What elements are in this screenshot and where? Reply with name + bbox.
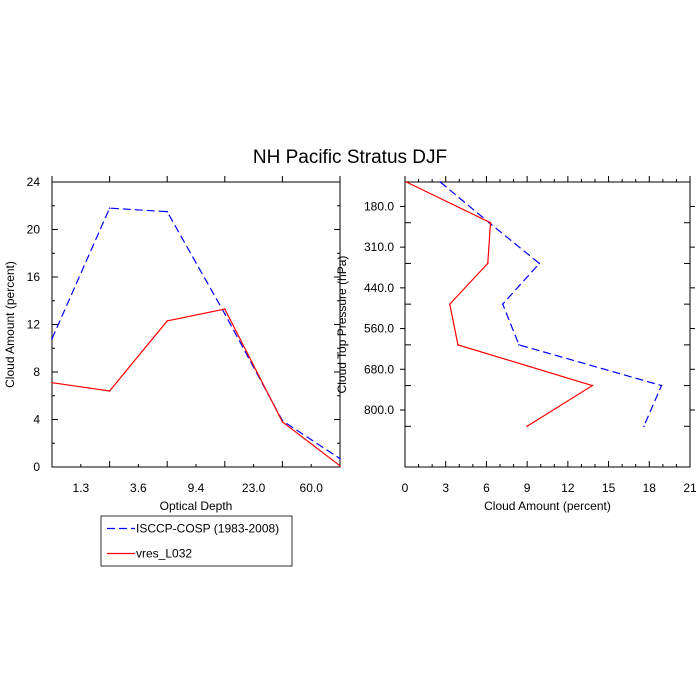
chart-title: NH Pacific Stratus DJF — [253, 147, 447, 168]
x-tick-label: 3.6 — [130, 481, 147, 495]
y-tick-label: 800.0 — [364, 403, 394, 417]
plot-frame — [404, 181, 691, 468]
x-tick-label: 21 — [683, 481, 697, 495]
data-point — [439, 181, 442, 183]
y-tick-label: 180.0 — [364, 199, 394, 213]
y-tick-label: 0 — [33, 460, 40, 474]
data-point — [166, 210, 168, 213]
y-tick-label: 24 — [27, 175, 41, 189]
y-tick-label: 12 — [27, 318, 41, 332]
cloud-top-pressure-panel: 180.0 310.0 440.0 560.0 680.0 800.0 0 3 6 9 12 15 18… — [335, 176, 697, 513]
data-point — [224, 308, 226, 310]
x-tick-label: 60.0 — [300, 481, 324, 495]
data-point — [166, 320, 168, 322]
data-point — [281, 421, 284, 423]
x-tick-label: 9.4 — [188, 481, 205, 495]
legend-label: ISCCP-COSP (1983-2008) — [136, 522, 279, 536]
data-point — [448, 303, 451, 305]
y-tick-label: 310.0 — [364, 240, 394, 254]
data-point — [51, 381, 53, 384]
data-point — [224, 313, 226, 315]
y-tick-label: 20 — [27, 223, 41, 237]
x-tick-label: 23.0 — [242, 481, 266, 495]
y-tick-label: 16 — [27, 270, 41, 284]
data-point — [339, 457, 341, 460]
y-tick-label: 440.0 — [364, 281, 394, 295]
data-point — [486, 262, 489, 265]
x-axis-label: Optical Depth — [160, 499, 233, 513]
y-tick-label: 4 — [33, 413, 40, 427]
data-point — [518, 344, 520, 346]
x-tick-label: 6 — [483, 481, 490, 495]
data-point — [501, 303, 504, 305]
x-tick-label: 15 — [602, 481, 616, 495]
x-tick-label: 0 — [402, 481, 409, 495]
optical-depth-panel: 0 4 8 12 16 20 24 1.3 3.6 9.4 23.0 60.0 Optical Dept… — [3, 175, 341, 513]
data-point — [108, 207, 111, 209]
data-point — [538, 262, 541, 265]
y-tick-label: 680.0 — [364, 362, 394, 376]
series-line-solid — [406, 181, 594, 427]
data-point — [526, 425, 528, 428]
y-axis-label: Cloud Top Pressure (hPa) — [335, 256, 349, 394]
data-point — [660, 384, 663, 387]
y-tick-label: 560.0 — [364, 322, 394, 336]
y-tick-label: 8 — [33, 365, 40, 379]
legend: ISCCP-COSP (1983-2008) vres_L032 — [100, 515, 293, 567]
plot-frame — [51, 181, 341, 468]
data-point — [405, 181, 408, 183]
legend-box — [100, 515, 293, 567]
data-point — [591, 384, 594, 387]
data-point — [339, 465, 341, 467]
x-tick-label: 1.3 — [72, 481, 89, 495]
data-point — [457, 344, 459, 346]
x-tick-label: 9 — [524, 481, 531, 495]
data-point — [108, 390, 111, 392]
legend-label: vres_L032 — [136, 547, 192, 561]
x-tick-label: 18 — [643, 481, 657, 495]
series-line-solid — [51, 308, 341, 467]
x-tick-label: 3 — [442, 481, 449, 495]
series-line-dashed — [51, 207, 341, 460]
x-axis-label: Cloud Amount (percent) — [484, 499, 611, 513]
data-point — [489, 221, 492, 224]
y-axis-label: Cloud Amount (percent) — [3, 261, 17, 388]
series-line-dashed — [439, 181, 663, 427]
data-point — [51, 337, 53, 340]
x-tick-label: 12 — [561, 481, 575, 495]
data-point — [643, 425, 645, 428]
